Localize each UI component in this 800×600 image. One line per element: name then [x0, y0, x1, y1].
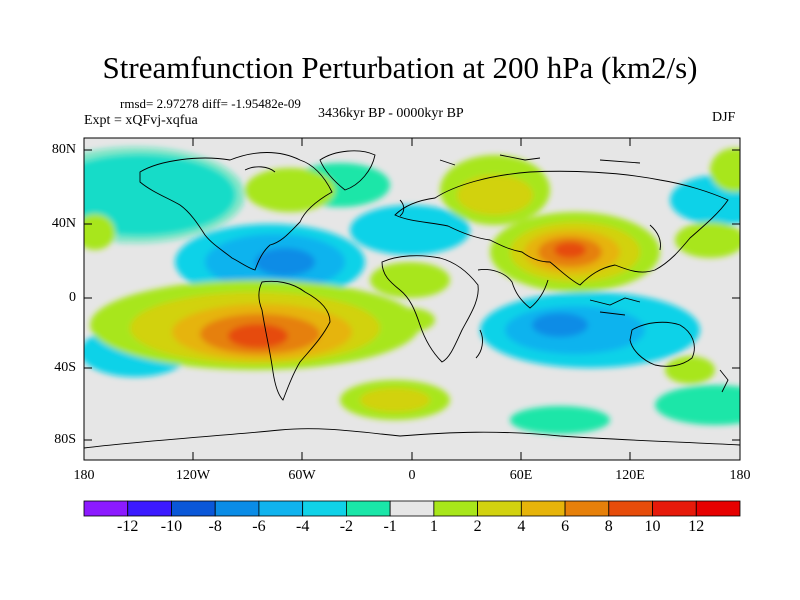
- coast-south-america: [258, 280, 331, 401]
- coast-north-america: [139, 152, 333, 271]
- colorbar-swatch: [389, 500, 435, 517]
- contour-neg6-us: [255, 248, 315, 276]
- contour-pos10-south-america: [228, 324, 288, 348]
- stats-text: rmsd= 2.97278 diff= -1.95482e-09: [120, 96, 301, 111]
- contour-pos2-central-pacific: [675, 222, 740, 258]
- contour-neg1-north-pacific: [84, 147, 245, 243]
- colorbar-label: -2: [339, 518, 354, 535]
- lat-label-80s: 80S: [54, 432, 76, 447]
- colorbar-swatch: [433, 500, 479, 517]
- colorbar-swatch: [345, 500, 391, 517]
- colorbar-label: -8: [208, 518, 222, 535]
- colorbar-label: 10: [644, 518, 661, 535]
- coast-indonesia: [589, 297, 641, 316]
- contour-neg6-indian: [532, 313, 588, 337]
- coast-africa: [381, 255, 479, 363]
- coast-eurasia: [394, 170, 729, 286]
- colorbar-swatch: [564, 500, 610, 517]
- coast-japan: [649, 224, 661, 251]
- colorbar-swatch: [695, 500, 741, 517]
- lat-label-0: 0: [69, 290, 76, 305]
- season-label: DJF: [712, 110, 736, 125]
- colorbar-label: 12: [688, 518, 705, 535]
- contour-pos2-north-africa: [370, 262, 450, 298]
- lat-label-40s: 40S: [54, 360, 76, 375]
- colorbar: [83, 500, 741, 517]
- contour-pos4-south-atlantic: [360, 388, 430, 412]
- colorbar-swatch: [302, 500, 347, 517]
- coast-australia: [629, 321, 695, 367]
- contour-pos2-east-pacific: [84, 214, 115, 250]
- lat-label-40n: 40N: [51, 216, 76, 231]
- colorbar-label: 4: [517, 518, 526, 535]
- period-label: 3436kyr BP - 0000kyr BP: [318, 106, 464, 121]
- lon-label-0: 0: [408, 468, 416, 483]
- coast-greenland: [319, 150, 376, 191]
- contour-field: [84, 147, 740, 449]
- colorbar-swatch: [127, 500, 172, 517]
- contour-pos2-ne-pacific: [710, 148, 740, 192]
- lon-label-120e: 120E: [615, 468, 645, 483]
- coast-uk: [399, 199, 405, 217]
- lon-label-60w: 60W: [288, 468, 316, 483]
- colorbar-swatch: [608, 500, 653, 517]
- experiment-label: Expt = xQFvj-xqfua: [84, 113, 198, 128]
- coast-antarctica: [84, 428, 740, 449]
- colorbar-label: 1: [429, 518, 438, 535]
- colorbar-label: -4: [295, 518, 310, 535]
- colorbar-swatch: [83, 500, 129, 517]
- contour-neg1-southern-b: [510, 406, 610, 434]
- colorbar-swatch: [258, 500, 304, 517]
- colorbar-swatch: [520, 500, 566, 517]
- contour-pos2-arctic-canada: [245, 168, 335, 212]
- lon-label-180e: 180: [729, 468, 751, 483]
- lon-label-60e: 60E: [509, 468, 533, 483]
- coast-madagascar: [475, 329, 483, 359]
- lat-label-80n: 80N: [51, 142, 76, 157]
- colorbar-label: 8: [604, 518, 613, 535]
- contour-pos2-australia-south: [665, 356, 715, 384]
- colorbar-label: -12: [117, 518, 139, 535]
- colorbar-label: -1: [383, 518, 397, 535]
- axis-ticks: [84, 138, 740, 460]
- colorbar-label: -10: [160, 518, 183, 535]
- colorbar-label: -6: [252, 518, 266, 535]
- coast-arctic-islands: [244, 154, 641, 173]
- lon-label-120w: 120W: [175, 468, 211, 483]
- colorbar-label: 6: [561, 518, 570, 535]
- contour-pos10-asia: [554, 242, 586, 258]
- contour-pos4-siberia: [457, 175, 533, 215]
- colorbar-swatch: [171, 500, 216, 517]
- colorbar-swatch: [477, 500, 522, 517]
- chart-title: Streamfunction Perturbation at 200 hPa (…: [102, 50, 698, 85]
- coast-india: [477, 269, 549, 309]
- colorbar-swatch: [214, 500, 260, 517]
- contour-neg1-southern: [655, 385, 740, 425]
- contour-pos2-sw-indian: [385, 308, 435, 332]
- coastlines: [84, 150, 740, 449]
- colorbar-label: 2: [473, 518, 482, 535]
- lon-label-180w: 180: [73, 468, 95, 483]
- contour-neg2-europe: [350, 205, 470, 255]
- coast-new-zealand: [719, 369, 729, 393]
- colorbar-swatch: [652, 500, 697, 517]
